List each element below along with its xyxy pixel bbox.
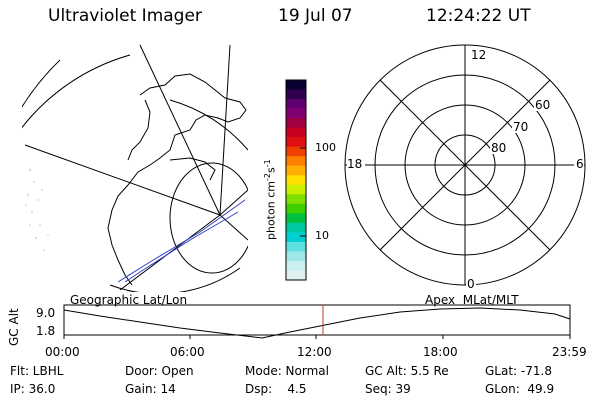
- timeline-x-tick: 23:59: [552, 345, 587, 359]
- glat-info: GLat: -71.8: [485, 364, 552, 378]
- colorbar: [286, 80, 306, 281]
- mlt-label-12: 12: [471, 48, 487, 62]
- mode-info: Mode: Normal: [245, 364, 329, 378]
- colorbar-band: [286, 80, 306, 91]
- mlt-label-6: 6: [576, 157, 584, 171]
- timeline-x-tick: 06:00: [170, 345, 205, 359]
- time-label: 12:24:22 UT: [426, 6, 531, 26]
- colorbar-band: [286, 232, 306, 243]
- glon-info: GLon: 49.9: [485, 382, 555, 396]
- colorbar-tick-100: 100: [315, 141, 336, 154]
- colorbar-band: [286, 175, 306, 186]
- altitude-timeline: [63, 304, 571, 339]
- date-label: 19 Jul 07: [278, 6, 353, 26]
- colorbar-band: [286, 203, 306, 214]
- colorbar-band: [286, 270, 306, 281]
- timeline-y-axis-label: GC Alt: [7, 308, 21, 346]
- polar-plot: [344, 44, 586, 286]
- timeline-y-tick-min: 1.8: [36, 324, 56, 338]
- app-title: Ultraviolet Imager: [48, 6, 202, 26]
- mlt-label-0: 0: [467, 277, 475, 291]
- geographic-map: [22, 44, 248, 292]
- timeline-y-tick-max: 9.0: [36, 306, 56, 320]
- colorbar-band: [286, 127, 306, 138]
- colorbar-band: [286, 99, 306, 110]
- colorbar-band: [286, 118, 306, 129]
- colorbar-band: [286, 251, 306, 262]
- colorbar-band: [286, 146, 306, 157]
- timeline-x-tick: 18:00: [423, 345, 458, 359]
- colorbar-tick-10: 10: [315, 229, 329, 242]
- mlat-label-80: 80: [491, 141, 507, 155]
- colorbar-band: [286, 108, 306, 119]
- colorbar-band: [286, 89, 306, 100]
- colorbar-band: [286, 213, 306, 224]
- colorbar-band: [286, 165, 306, 176]
- mlt-label-18: 18: [347, 157, 363, 171]
- colorbar-band: [286, 137, 306, 148]
- colorbar-band: [286, 194, 306, 205]
- ip-info: IP: 36.0: [10, 382, 56, 396]
- timeline-x-tick: 12:00: [297, 345, 332, 359]
- mlat-label-60: 60: [535, 98, 551, 112]
- mlat-label-70: 70: [513, 120, 529, 134]
- colorbar-band: [286, 156, 306, 167]
- filter-info: Flt: LBHL: [10, 364, 64, 378]
- apex-panel-label: Apex MLat/MLT: [425, 293, 519, 307]
- gc-alt-info: GC Alt: 5.5 Re: [365, 364, 449, 378]
- dsp-info: Dsp: 4.5: [245, 382, 307, 396]
- colorbar-band: [286, 260, 306, 271]
- seq-info: Seq: 39: [365, 382, 411, 396]
- colorbar-unit-label: photon cm-2s-1: [263, 159, 278, 240]
- timeline-x-tick: 00:00: [45, 345, 80, 359]
- colorbar-band: [286, 241, 306, 252]
- colorbar-band: [286, 184, 306, 195]
- door-info: Door: Open: [125, 364, 194, 378]
- gain-info: Gain: 14: [125, 382, 176, 396]
- geographic-panel-label: Geographic Lat/Lon: [70, 293, 188, 307]
- colorbar-band: [286, 222, 306, 233]
